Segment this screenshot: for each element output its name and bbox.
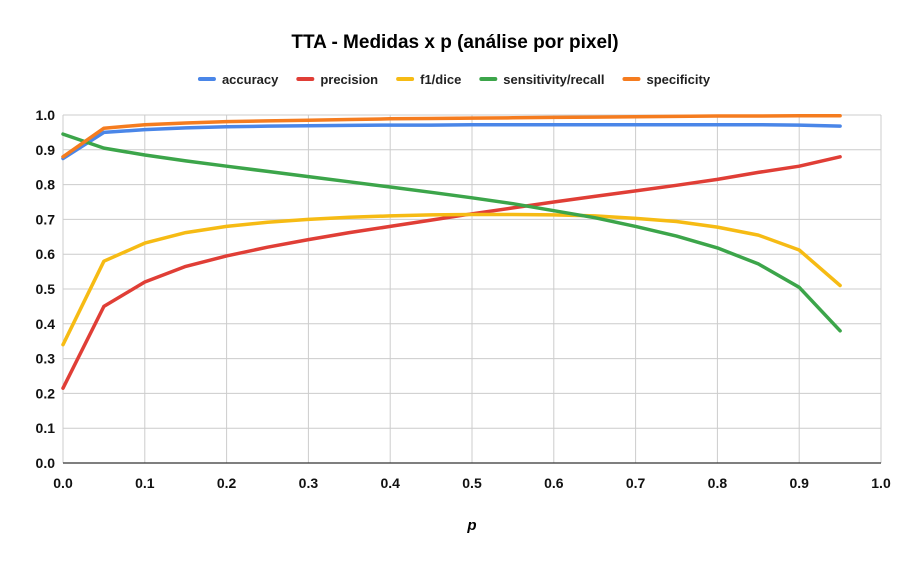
series-line-f1-dice [61, 212, 842, 347]
legend-label: f1/dice [420, 72, 461, 87]
x-axis-label: p [466, 517, 476, 534]
x-tick-label: 0.4 [380, 475, 400, 491]
legend-item: f1/dice [396, 72, 461, 87]
y-tick-label: 0.7 [36, 211, 56, 227]
y-tick-label: 1.0 [36, 107, 56, 123]
x-tick-label: 0.8 [708, 475, 728, 491]
y-tick-label: 0.0 [36, 455, 56, 471]
legend-label: sensitivity/recall [503, 72, 604, 87]
y-tick-label: 0.2 [36, 385, 56, 401]
legend-item: sensitivity/recall [479, 72, 604, 87]
legend-item: precision [296, 72, 378, 87]
x-tick-label: 1.0 [871, 475, 891, 491]
legend-label: specificity [646, 72, 710, 87]
legend-item: accuracy [197, 72, 279, 87]
y-tick-label: 0.1 [36, 420, 56, 436]
y-tick-label: 0.6 [36, 246, 56, 262]
legend-label: accuracy [222, 72, 279, 87]
x-tick-label: 0.3 [299, 475, 319, 491]
series-line-sensitivity-recall [61, 132, 842, 333]
y-axis-ticks: 0.0 0.1 0.2 0.3 0.4 0.5 0.6 0.7 0.8 0.9 1.0 [36, 107, 56, 471]
x-tick-label: 0.1 [135, 475, 155, 491]
x-tick-label: 0.7 [626, 475, 646, 491]
legend-label: precision [320, 72, 378, 87]
legend-item: specificity [622, 72, 711, 87]
y-tick-label: 0.5 [36, 281, 56, 297]
y-tick-label: 0.4 [36, 316, 56, 332]
legend: accuracy precision f1/dice sensitivity/reca… [197, 72, 711, 87]
x-tick-label: 0.9 [789, 475, 809, 491]
series-line-precision [61, 155, 842, 390]
x-axis-ticks: 0.0 0.1 0.2 0.3 0.4 0.5 0.6 0.7 0.8 0.9 1.0 [53, 475, 891, 491]
series-lines [61, 113, 842, 390]
x-tick-label: 0.0 [53, 475, 73, 491]
y-tick-label: 0.8 [36, 177, 56, 193]
y-tick-label: 0.3 [36, 351, 56, 367]
y-tick-label: 0.9 [36, 142, 56, 158]
series-line-specificity [61, 113, 842, 159]
x-tick-label: 0.5 [462, 475, 482, 491]
chart-title: TTA - Medidas x p (análise por pixel) [291, 32, 618, 53]
x-tick-label: 0.2 [217, 475, 237, 491]
x-tick-label: 0.6 [544, 475, 564, 491]
series-line-accuracy [61, 122, 842, 161]
grid [62, 114, 882, 463]
